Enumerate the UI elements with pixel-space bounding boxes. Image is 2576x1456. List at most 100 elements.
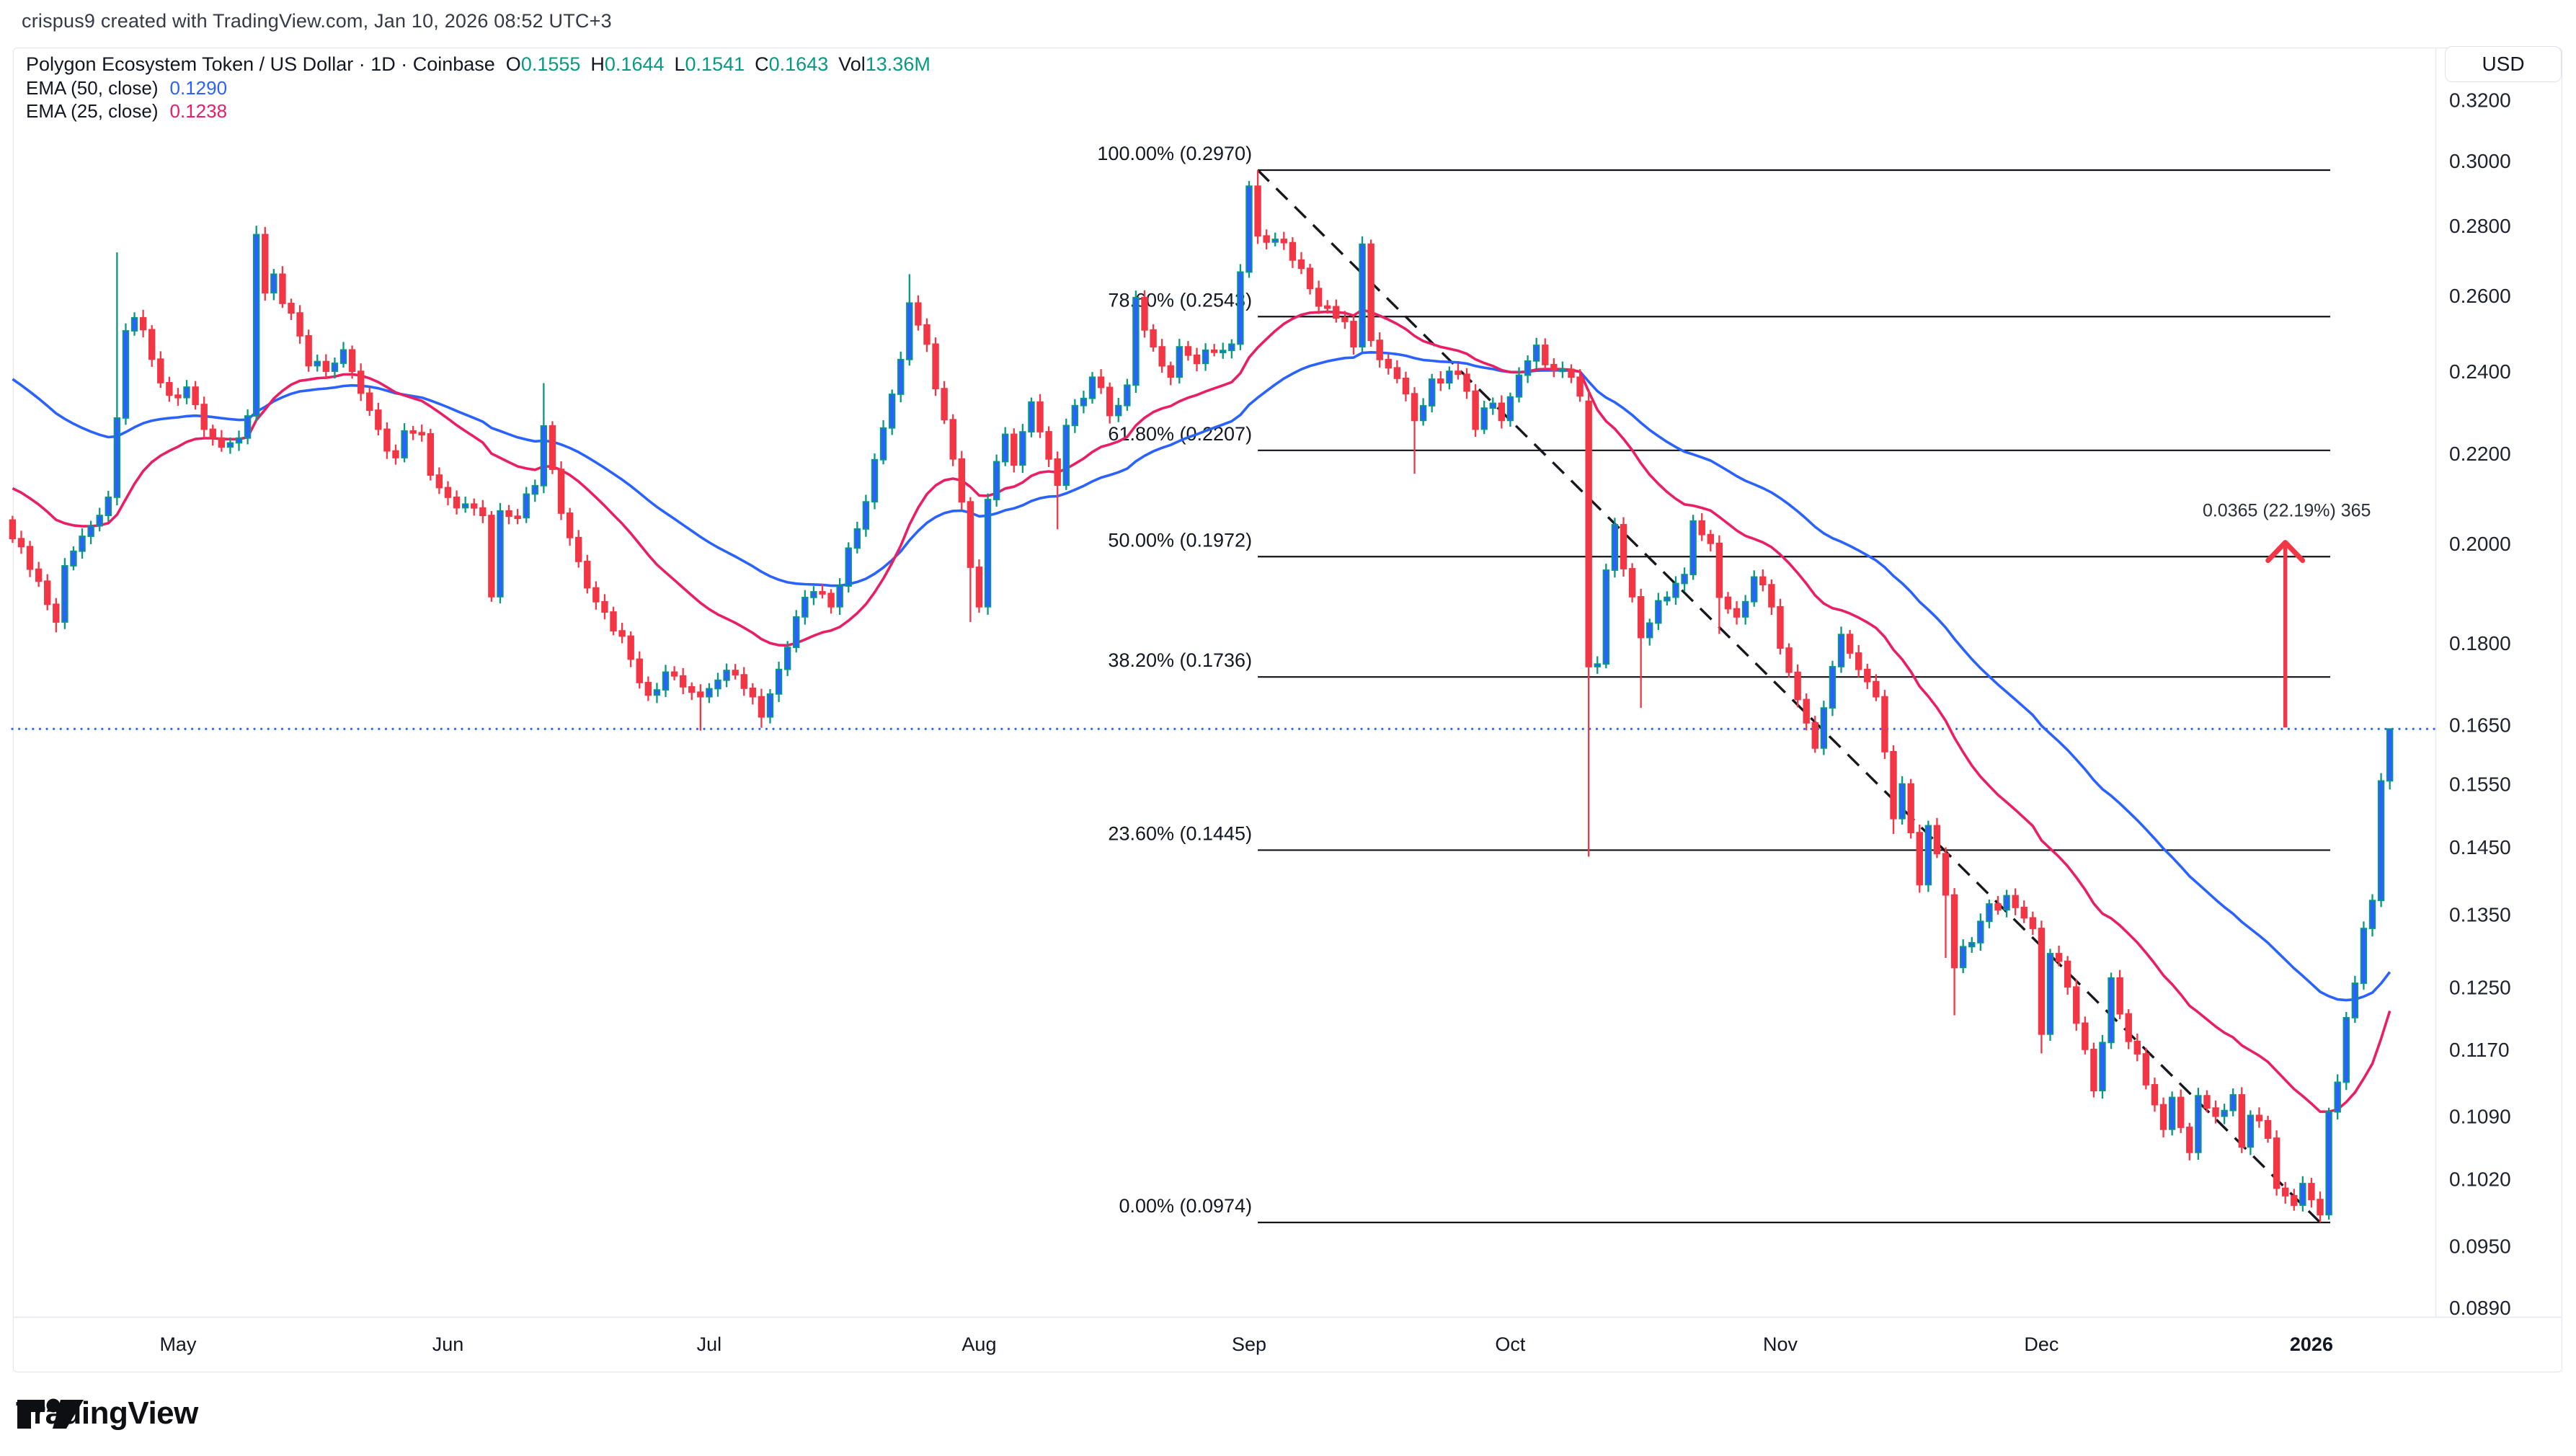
candle [1959, 939, 1967, 974]
candle [2221, 1104, 2228, 1124]
candle [906, 274, 913, 366]
indicator-row-ema25[interactable]: EMA (25, close) 0.1238 [26, 100, 931, 123]
candle [1393, 360, 1401, 383]
candle [1498, 395, 1506, 429]
candle [375, 402, 382, 436]
indicator-row-ema50[interactable]: EMA (50, close) 0.1290 [26, 77, 931, 100]
candle [1550, 358, 1558, 378]
candle [1532, 337, 1540, 369]
candle [1785, 643, 1793, 678]
candle [1210, 344, 1218, 357]
symbol-legend-row[interactable]: Polygon Ecosystem Token / US Dollar · 1D… [26, 53, 931, 77]
candle [1472, 383, 1479, 437]
candle [1097, 369, 1105, 394]
candle [706, 683, 713, 703]
candle [53, 598, 60, 633]
ohlc-l: L0.1541 [674, 53, 745, 75]
price-tick: 0.3200 [2449, 89, 2511, 111]
candle [975, 559, 983, 613]
candle [1359, 236, 1366, 352]
candle [610, 606, 617, 636]
candle [1942, 847, 1950, 959]
candle [9, 515, 17, 543]
candle [732, 664, 739, 680]
candle [2195, 1088, 2202, 1160]
candle [96, 507, 103, 532]
candle [1080, 391, 1088, 414]
price-tick: 0.1450 [2449, 836, 2511, 858]
candle [366, 387, 373, 416]
candle [1924, 820, 1932, 892]
candle [749, 683, 757, 705]
candle [1594, 656, 1601, 674]
candle [644, 676, 652, 701]
price-tick: 0.2200 [2449, 443, 2511, 465]
fib-retracement[interactable]: 100.00% (0.2970)78.60% (0.2543)61.80% (0… [1097, 143, 2331, 1224]
month-label: May [159, 1333, 197, 1355]
candle [1454, 363, 1462, 380]
candle [1803, 693, 1810, 731]
candle [2255, 1107, 2263, 1128]
tradingview-logo[interactable]: TradingView [16, 1395, 198, 1431]
indicator-label: EMA (25, close) [26, 100, 159, 122]
candle [2055, 945, 2063, 967]
candle [2177, 1089, 2185, 1133]
candle [479, 500, 487, 523]
candle [1811, 716, 1818, 753]
candle [1132, 290, 1140, 394]
candle [174, 388, 182, 406]
time-axis[interactable]: May Jun Jul Aug Sep Oct Nov Dec 2026 [159, 1333, 2333, 1355]
month-label: Sep [1232, 1333, 1266, 1355]
candle [1637, 588, 1645, 709]
candle [819, 583, 826, 599]
candle [2073, 979, 2080, 1031]
candle [1106, 382, 1114, 424]
candle [1873, 674, 1880, 701]
candle [810, 586, 817, 605]
candle [1028, 397, 1035, 438]
candle [949, 414, 956, 466]
candle [1167, 361, 1174, 386]
candle [1297, 252, 1305, 275]
currency-toggle[interactable]: USD [2445, 46, 2562, 82]
candle [1724, 592, 1732, 614]
candle [670, 666, 678, 680]
candle [1315, 280, 1323, 314]
candle [915, 295, 922, 331]
candle [105, 490, 112, 522]
projection-arrow[interactable]: 0.0365 (22.19%) 365 [2203, 501, 2371, 728]
indicator-value: 0.1238 [169, 100, 228, 122]
candle [932, 337, 939, 396]
candle [557, 461, 565, 520]
candle [1071, 399, 1079, 433]
candle [1837, 626, 1845, 673]
candle [2125, 1009, 2132, 1049]
candle [148, 325, 156, 367]
candle [2299, 1176, 2306, 1212]
candle [992, 454, 1000, 507]
trend-line[interactable] [1256, 169, 2322, 1224]
candle [2264, 1116, 2272, 1143]
candle [2351, 975, 2359, 1024]
candle [444, 481, 452, 506]
candle [662, 665, 670, 698]
candle [1977, 913, 1984, 951]
candle [1986, 900, 1993, 928]
candle [2064, 956, 2071, 995]
candle [1620, 517, 1627, 577]
candle [1689, 515, 1697, 580]
candle [79, 528, 86, 559]
candle [1681, 567, 1688, 592]
axes-layer[interactable]: 0.3200 0.3000 0.2800 0.2600 0.2400 0.2200 0.20… [13, 48, 2562, 1355]
candle [2168, 1091, 2176, 1136]
candle [166, 376, 173, 402]
candle [879, 420, 887, 465]
ohlc-values: O0.1555 H0.1644 L0.1541 C0.1643 Vol13.36M [506, 53, 931, 76]
candle [697, 684, 704, 731]
indicator-label: EMA (50, close) [26, 77, 159, 99]
candle [1141, 290, 1148, 338]
candle [2151, 1078, 2159, 1112]
price-axis[interactable]: 0.3200 0.3000 0.2800 0.2600 0.2400 0.2200 0.20… [2449, 89, 2511, 1319]
candle [1254, 170, 1261, 244]
